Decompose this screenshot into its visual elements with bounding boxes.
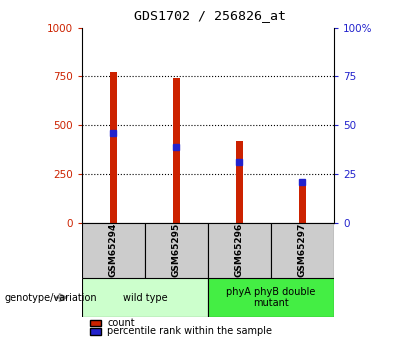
Bar <box>145 223 208 278</box>
Text: GSM65295: GSM65295 <box>172 223 181 277</box>
Text: percentile rank within the sample: percentile rank within the sample <box>107 326 272 336</box>
Bar <box>208 278 334 317</box>
Text: genotype/variation: genotype/variation <box>4 293 97 303</box>
Bar <box>208 223 271 278</box>
Text: wild type: wild type <box>123 293 167 303</box>
Text: GSM65297: GSM65297 <box>298 223 307 277</box>
Text: count: count <box>107 318 135 327</box>
Bar <box>299 181 306 223</box>
Bar <box>236 141 243 223</box>
Bar <box>271 223 334 278</box>
Text: GSM65296: GSM65296 <box>235 223 244 277</box>
Bar <box>82 223 145 278</box>
Text: phyA phyB double
mutant: phyA phyB double mutant <box>226 287 315 308</box>
Bar <box>173 78 180 223</box>
Text: GSM65294: GSM65294 <box>109 223 118 277</box>
Text: GDS1702 / 256826_at: GDS1702 / 256826_at <box>134 9 286 22</box>
Bar <box>82 278 208 317</box>
Bar <box>110 72 117 223</box>
